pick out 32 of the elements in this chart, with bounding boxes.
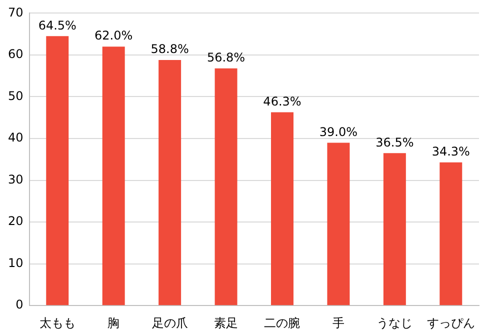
- x-tick-label: 素足: [214, 316, 238, 330]
- bar: [158, 60, 182, 306]
- y-tick-label: 50: [8, 88, 24, 103]
- y-tick-label: 30: [8, 172, 24, 186]
- data-label: 56.8%: [206, 50, 246, 64]
- x-tick-label: 手: [332, 316, 344, 330]
- bar: [440, 162, 462, 306]
- data-label: 39.0%: [319, 124, 358, 139]
- x-tick-label: 二の腕: [264, 316, 300, 330]
- y-tick-label: 0: [16, 298, 24, 312]
- x-tick-label: 胸: [108, 316, 120, 330]
- data-label: 62.0%: [94, 28, 133, 43]
- data-label: 58.8%: [150, 42, 189, 56]
- bar: [383, 153, 406, 306]
- y-tick-label: 60: [8, 47, 24, 62]
- y-tick-label: 20: [8, 214, 24, 228]
- bar: [214, 68, 238, 306]
- y-tick-label: 70: [8, 5, 24, 20]
- bar: [271, 112, 294, 306]
- data-label: 46.3%: [263, 94, 302, 108]
- data-label: 64.5%: [38, 18, 76, 32]
- x-tick-label: 足の爪: [152, 316, 188, 330]
- data-label: 36.5%: [376, 135, 414, 150]
- x-tick-label: うなじ: [376, 316, 413, 330]
- bar: [46, 36, 69, 306]
- y-tick-label: 10: [8, 256, 24, 270]
- x-tick-label: 太もも: [39, 316, 76, 330]
- y-tick-label: 40: [8, 130, 24, 145]
- bar: [327, 142, 350, 306]
- data-label: 34.3%: [432, 144, 470, 158]
- bar: [102, 46, 125, 306]
- x-tick-label: すっぴん: [426, 316, 475, 330]
